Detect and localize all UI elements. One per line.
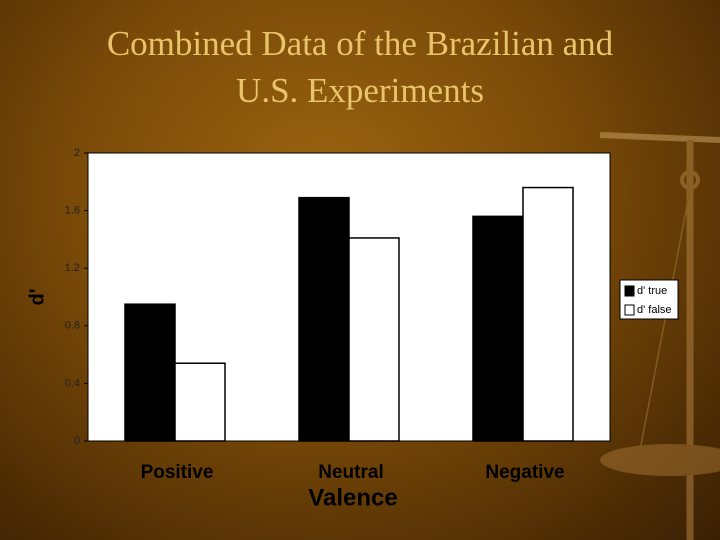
- y-tick-label: 1.2: [65, 262, 80, 274]
- bar: [174, 362, 226, 442]
- y-tick-label: 0: [74, 435, 80, 447]
- bar: [124, 303, 176, 442]
- x-tick-label: Positive: [141, 462, 214, 483]
- bar: [472, 215, 524, 442]
- y-axis-label: d': [26, 289, 48, 306]
- x-tick-label: Neutral: [318, 462, 383, 483]
- chart-title: Combined Data of the Brazilian and: [107, 24, 614, 63]
- y-tick-label: 0.4: [65, 377, 80, 389]
- chart-title: U.S. Experiments: [236, 71, 484, 110]
- x-axis-label: Valence: [308, 484, 397, 511]
- legend-swatch: [624, 285, 635, 297]
- y-tick-label: 0.8: [65, 320, 80, 332]
- bar: [298, 196, 350, 442]
- scale-decoration: [599, 132, 720, 540]
- y-tick-label: 2: [74, 147, 80, 159]
- legend-label: d' false: [637, 304, 672, 316]
- bar: [522, 186, 574, 442]
- legend-label: d' true: [637, 285, 667, 297]
- x-tick-label: Negative: [485, 462, 564, 483]
- bar: [348, 237, 400, 442]
- y-tick-label: 1.6: [65, 205, 80, 217]
- legend-swatch: [624, 304, 635, 316]
